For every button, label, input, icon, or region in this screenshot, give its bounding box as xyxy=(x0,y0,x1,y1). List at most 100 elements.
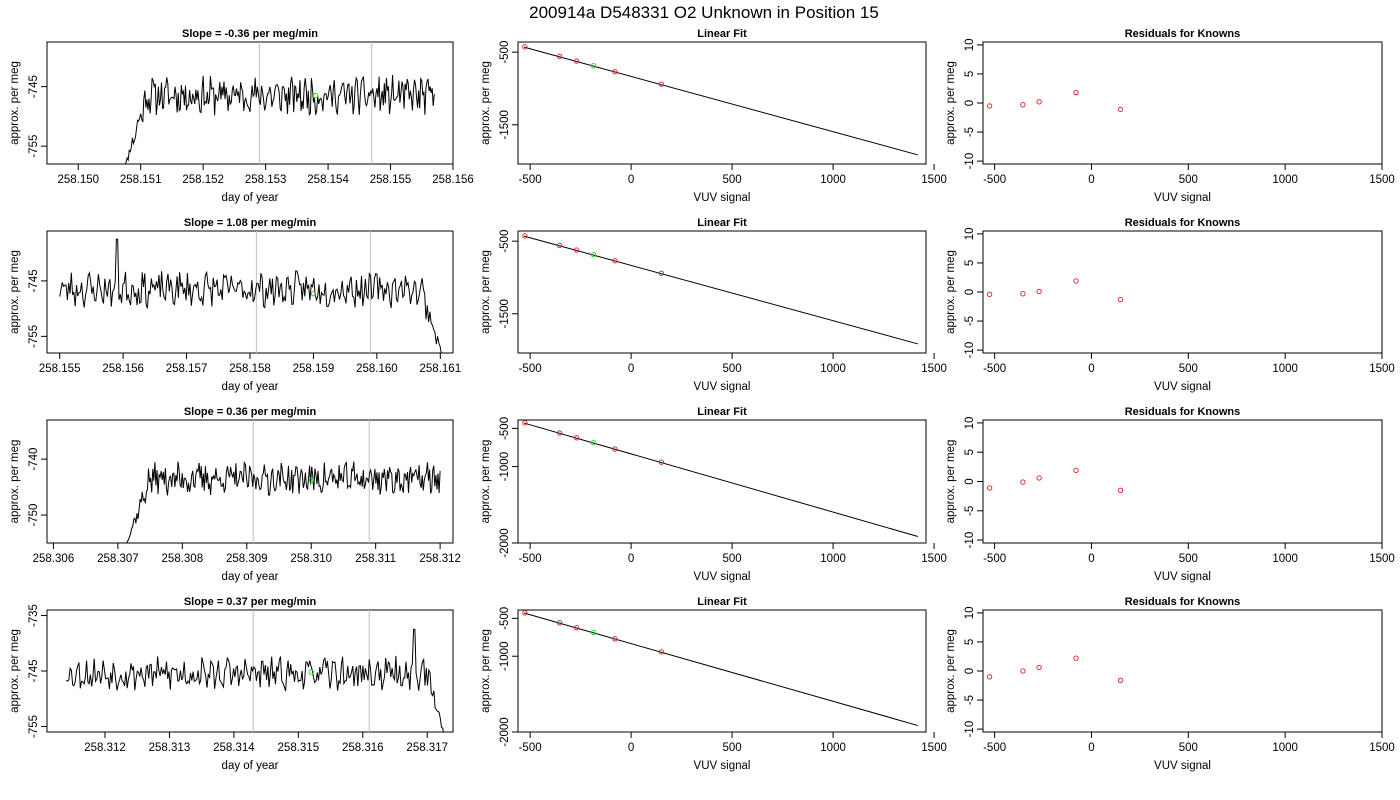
chart-panel-3: Residuals for Knowns -500 0 500 1000 1500 -10 -… xyxy=(945,28,1395,204)
panel-title: Linear Fit xyxy=(697,596,747,608)
x-axis-label: day of year xyxy=(222,192,279,204)
panel-title: Slope = -0.36 per meg/min xyxy=(182,28,318,40)
x-tick-label: 258.317 xyxy=(406,742,448,754)
y-axis-label: approx. per meg xyxy=(945,629,957,713)
known-point xyxy=(522,233,528,239)
y-tick-label: -10 xyxy=(964,532,976,549)
known-point xyxy=(522,420,528,426)
y-tick-label: -745 xyxy=(28,269,40,292)
known-point xyxy=(612,69,618,75)
panel-title: Linear Fit xyxy=(697,406,747,418)
y-tick-label: 5 xyxy=(964,639,976,645)
x-axis-label: VUV signal xyxy=(694,760,751,772)
x-tick-label: -500 xyxy=(983,174,1006,186)
x-tick-label: 0 xyxy=(1088,742,1094,754)
y-tick-label: -755 xyxy=(28,325,40,348)
known-point xyxy=(1073,278,1079,284)
x-tick-label: 258.155 xyxy=(39,363,81,375)
y-tick-label: -1500 xyxy=(499,299,511,328)
known-point xyxy=(1036,475,1042,481)
data-trace xyxy=(125,460,441,543)
plot-frame xyxy=(517,419,927,544)
x-tick-label: 0 xyxy=(1088,553,1094,565)
x-tick-label: 1000 xyxy=(1272,553,1298,565)
known-point xyxy=(522,610,528,616)
y-tick-label: -745 xyxy=(28,75,40,98)
y-tick-label: -1000 xyxy=(499,452,511,481)
plot-area xyxy=(522,233,919,345)
fit-line xyxy=(523,235,919,345)
plot-frame xyxy=(46,41,454,165)
y-axis-label: approx. per meg xyxy=(480,61,492,145)
y-axis-label: approx. per meg xyxy=(9,440,21,524)
y-tick-label: -755 xyxy=(28,715,40,738)
mean-marker xyxy=(308,477,314,484)
plot-area xyxy=(986,655,1124,683)
chart-panel-1: Slope = -0.36 per meg/min 258.150 258.151 2… xyxy=(9,28,474,204)
x-tick-label: 1000 xyxy=(820,553,846,565)
y-tick-label: -755 xyxy=(28,135,40,158)
panel-title: Residuals for Knowns xyxy=(1125,217,1241,229)
x-tick-label: 258.316 xyxy=(342,742,384,754)
x-tick-label: 258.156 xyxy=(432,174,474,186)
known-point xyxy=(986,674,993,680)
x-tick-label: 1500 xyxy=(921,363,947,375)
y-axis-label: approx. per meg xyxy=(9,629,21,713)
x-tick-label: 258.156 xyxy=(102,363,144,375)
plot-area xyxy=(125,420,441,543)
y-tick-label: 5 xyxy=(964,260,976,266)
known-point xyxy=(1117,106,1124,113)
y-tick-label: 0 xyxy=(964,100,976,106)
known-point xyxy=(612,258,618,264)
x-tick-label: 258.157 xyxy=(166,363,208,375)
known-point xyxy=(522,44,528,50)
chart-panel-12: Residuals for Knowns -500 0 500 1000 1500 -10 -… xyxy=(945,596,1395,772)
unknown-point xyxy=(590,63,597,69)
x-tick-label: -500 xyxy=(983,363,1006,375)
known-point xyxy=(1036,99,1042,105)
known-point xyxy=(573,247,580,253)
y-tick-label: -10 xyxy=(964,153,976,170)
plot-frame xyxy=(46,419,454,544)
known-point xyxy=(612,636,618,642)
known-point xyxy=(1117,296,1124,303)
x-axis-label: VUV signal xyxy=(694,381,751,393)
x-tick-label: 500 xyxy=(723,363,742,375)
y-axis-label: approx. per meg xyxy=(9,61,21,145)
x-tick-label: 1000 xyxy=(820,742,846,754)
x-tick-label: 1000 xyxy=(1272,742,1298,754)
y-axis-label: approx. per meg xyxy=(480,250,492,334)
panel-title: Residuals for Knowns xyxy=(1125,28,1241,40)
known-point xyxy=(556,242,563,249)
x-tick-label: 258.313 xyxy=(149,742,191,754)
plot-area xyxy=(522,610,919,727)
y-tick-label: 5 xyxy=(964,71,976,77)
y-axis-label: approx. per meg xyxy=(480,629,492,713)
plot-frame xyxy=(517,41,927,165)
y-tick-label: -2000 xyxy=(499,528,511,557)
panel-title: Slope = 1.08 per meg/min xyxy=(184,217,317,229)
known-point xyxy=(986,485,993,491)
x-tick-label: 258.312 xyxy=(84,742,126,754)
known-point xyxy=(1073,467,1079,474)
known-point xyxy=(1036,664,1042,671)
x-tick-label: 258.154 xyxy=(307,174,349,186)
x-tick-label: 1000 xyxy=(820,363,846,375)
x-axis-label: VUV signal xyxy=(694,571,751,583)
known-point xyxy=(556,620,563,626)
y-tick-label: -5 xyxy=(964,506,976,516)
plot-area xyxy=(986,89,1124,113)
data-trace xyxy=(125,74,435,164)
x-tick-label: 258.314 xyxy=(213,742,255,754)
y-tick-label: -5 xyxy=(964,316,976,326)
y-axis-label: approx. per meg xyxy=(945,61,957,145)
x-tick-label: 500 xyxy=(723,742,742,754)
plot-area xyxy=(986,467,1124,493)
y-tick-label: -10 xyxy=(964,342,976,359)
x-tick-label: -500 xyxy=(519,174,542,186)
mean-marker xyxy=(310,290,317,297)
x-tick-label: 258.309 xyxy=(226,553,268,565)
x-tick-label: 1000 xyxy=(820,174,846,186)
y-tick-label: -500 xyxy=(499,41,511,64)
chart-panel-9: Residuals for Knowns -500 0 500 1000 1500 -10 -… xyxy=(945,406,1395,583)
